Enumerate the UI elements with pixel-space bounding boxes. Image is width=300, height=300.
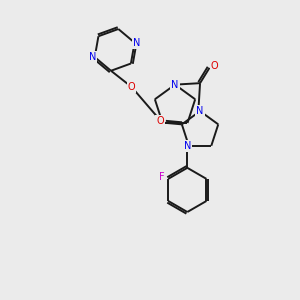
Text: N: N — [196, 106, 204, 116]
Text: O: O — [211, 61, 219, 71]
Text: N: N — [133, 38, 141, 48]
Text: N: N — [89, 52, 96, 62]
Text: O: O — [157, 116, 164, 126]
Text: N: N — [184, 141, 191, 151]
Text: F: F — [159, 172, 164, 182]
Text: O: O — [128, 82, 135, 92]
Text: N: N — [171, 80, 179, 90]
